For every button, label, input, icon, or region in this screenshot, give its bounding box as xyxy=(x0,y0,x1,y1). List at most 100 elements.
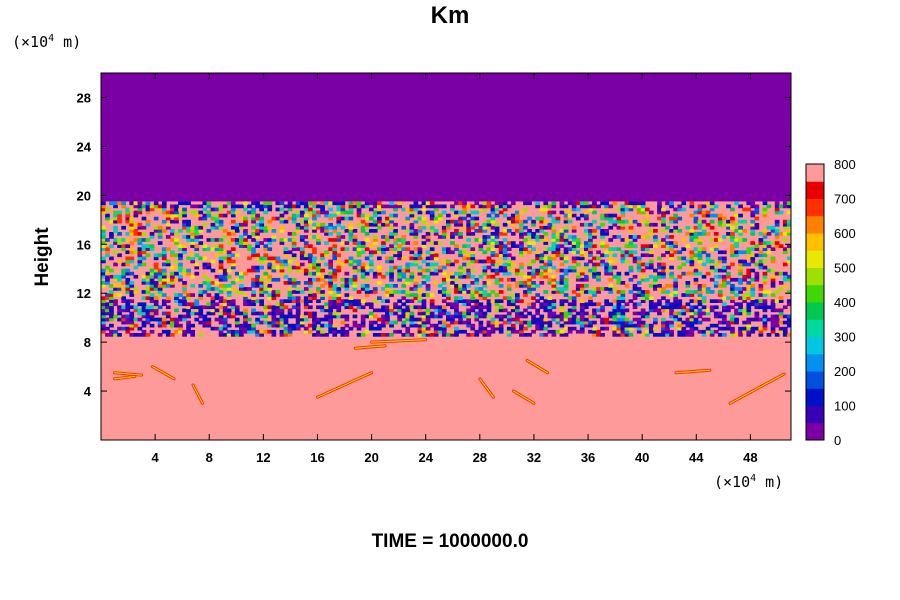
field-cell xyxy=(332,293,338,297)
field-cell xyxy=(758,238,764,242)
field-cell xyxy=(612,305,618,310)
field-cell xyxy=(234,311,240,316)
field-cell xyxy=(441,250,447,255)
field-cell xyxy=(494,204,500,209)
field-cell xyxy=(734,293,739,297)
field-cell xyxy=(730,250,735,255)
field-cell xyxy=(592,235,597,239)
field-cell xyxy=(344,302,350,307)
field-cell xyxy=(539,235,545,239)
field-cell xyxy=(149,274,155,279)
field-cell xyxy=(336,201,342,206)
field-cell xyxy=(612,219,618,224)
field-cell xyxy=(149,247,155,251)
field-cell xyxy=(340,247,346,251)
field-cell xyxy=(782,333,788,337)
field-cell xyxy=(324,281,329,285)
field-cell xyxy=(567,201,573,206)
field-cell xyxy=(482,281,488,285)
field-cell xyxy=(364,271,370,276)
field-cell xyxy=(474,314,480,319)
field-cell xyxy=(320,290,325,294)
field-cell xyxy=(141,225,147,230)
field-cell xyxy=(336,299,342,303)
field-cell xyxy=(279,329,285,334)
field-cell xyxy=(194,235,200,239)
field-cell xyxy=(194,253,200,258)
field-cell xyxy=(506,204,512,209)
field-cell xyxy=(356,333,362,337)
field-cell xyxy=(441,232,447,236)
field-cell xyxy=(397,329,402,334)
field-cell xyxy=(730,277,735,282)
field-cell xyxy=(101,210,106,215)
field-cell xyxy=(746,262,752,267)
field-cell xyxy=(109,296,114,300)
field-cell xyxy=(251,253,256,258)
field-cell xyxy=(722,265,727,270)
field-cell xyxy=(133,308,139,313)
field-cell xyxy=(620,213,626,218)
field-cell xyxy=(239,235,244,239)
field-cell xyxy=(271,235,277,239)
field-cell xyxy=(600,235,605,239)
field-cell xyxy=(210,222,216,227)
field-cell xyxy=(121,281,126,285)
field-cell xyxy=(563,219,569,224)
field-cell xyxy=(125,259,131,264)
field-cell xyxy=(109,293,114,297)
field-cell xyxy=(437,308,443,313)
field-cell xyxy=(600,259,605,264)
field-cell xyxy=(145,317,151,322)
field-cell xyxy=(113,274,118,279)
field-cell xyxy=(153,305,159,310)
field-cell xyxy=(575,311,581,316)
field-cell xyxy=(243,296,248,300)
field-cell xyxy=(523,274,528,279)
field-cell xyxy=(685,333,691,337)
field-cell xyxy=(287,216,293,221)
field-cell xyxy=(303,219,309,224)
field-cell xyxy=(786,323,791,328)
field-cell xyxy=(105,265,110,270)
field-cell xyxy=(657,333,662,337)
field-cell xyxy=(563,247,569,251)
field-cell xyxy=(709,329,715,334)
field-cell xyxy=(194,317,200,322)
field-cell xyxy=(657,210,662,215)
field-cell xyxy=(161,302,167,307)
field-cell xyxy=(198,241,204,245)
field-cell xyxy=(620,207,626,212)
field-cell xyxy=(571,204,577,209)
field-cell xyxy=(336,210,342,215)
field-cell xyxy=(356,253,362,258)
field-cell xyxy=(336,207,342,212)
field-cell xyxy=(567,247,573,251)
field-cell xyxy=(778,326,784,331)
field-cell xyxy=(303,271,309,276)
field-cell xyxy=(259,265,264,270)
field-cell xyxy=(543,320,549,325)
field-cell xyxy=(665,329,670,334)
field-cell xyxy=(105,296,110,300)
field-cell xyxy=(190,302,195,307)
field-cell xyxy=(535,256,540,261)
field-cell xyxy=(616,225,622,230)
field-cell xyxy=(441,290,447,294)
field-cell xyxy=(356,247,362,251)
x-tick-label: 16 xyxy=(310,450,324,465)
field-cell xyxy=(409,320,415,325)
field-cell xyxy=(129,216,135,221)
field-cell xyxy=(644,213,650,218)
field-cell xyxy=(243,308,248,313)
field-cell xyxy=(141,256,147,261)
field-cell xyxy=(247,244,252,248)
field-cell xyxy=(145,277,151,282)
field-cell xyxy=(389,284,394,288)
field-cell xyxy=(563,241,569,245)
field-cell xyxy=(332,229,338,233)
field-cell xyxy=(677,311,683,316)
field-cell xyxy=(117,216,122,221)
field-cell xyxy=(770,225,776,230)
field-cell xyxy=(612,326,618,331)
